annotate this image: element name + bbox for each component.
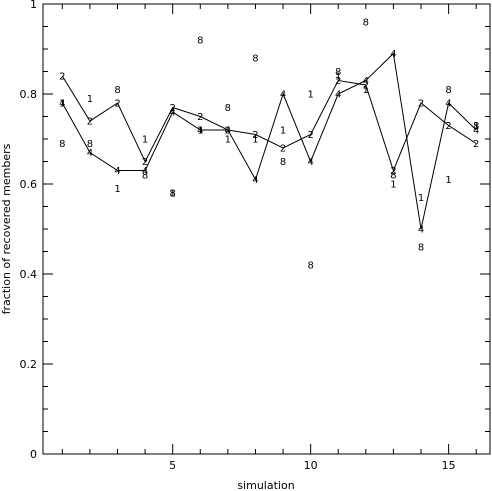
point-marker-2: 2 [87, 117, 93, 128]
point-marker-8: 8 [142, 171, 148, 182]
point-marker-1: 1 [473, 121, 479, 132]
point-marker-1: 1 [418, 193, 424, 204]
point-marker-1: 1 [252, 135, 258, 146]
point-marker-1: 1 [363, 85, 369, 96]
point-marker-2: 2 [169, 103, 175, 114]
y-tick-label: 0.2 [20, 358, 38, 371]
point-marker-1: 1 [197, 126, 203, 137]
x-axis-label: simulation [237, 479, 294, 491]
point-marker-4: 4 [445, 99, 451, 110]
series-line-4 [61, 52, 477, 230]
point-marker-8: 8 [252, 54, 258, 65]
point-marker-4: 4 [142, 166, 148, 177]
y-tick-label: 0.6 [20, 178, 38, 191]
point-marker-8: 8 [307, 261, 313, 272]
point-marker-8: 8 [418, 243, 424, 254]
point-marker-8: 8 [473, 121, 479, 132]
y-axis-label: fraction of recovered members [0, 143, 13, 314]
point-marker-4: 4 [252, 175, 258, 186]
point-marker-8: 8 [335, 67, 341, 78]
point-marker-8: 8 [87, 139, 93, 150]
point-marker-2: 2 [473, 139, 479, 150]
tick-labels: 5 10 15 0 0.2 0.4 0.6 0.8 1 [20, 0, 456, 472]
series-line-2 [61, 75, 477, 172]
x-tick-label: 5 [169, 459, 176, 472]
x-tick-label: 15 [442, 459, 456, 472]
point-marker-4: 4 [59, 99, 65, 110]
point-marker-8: 8 [114, 85, 120, 96]
axis-ticks [43, 3, 490, 455]
point-marker-1: 1 [390, 180, 396, 191]
y-tick-label: 1 [30, 0, 37, 11]
point-marker-4: 4 [169, 108, 175, 119]
point-marker-8: 8 [280, 157, 286, 168]
point-marker-2: 2 [418, 99, 424, 110]
point-marker-1: 1 [169, 189, 175, 200]
point-marker-1: 1 [114, 184, 120, 195]
point-marker-1: 1 [280, 126, 286, 137]
point-marker-1: 1 [307, 90, 313, 101]
point-marker-4: 4 [225, 126, 231, 137]
point-marker-4: 4 [280, 90, 286, 101]
point-marker-4: 4 [363, 76, 369, 87]
point-marker-4: 4 [114, 166, 120, 177]
point-marker-2: 2 [252, 130, 258, 141]
point-marker-8: 8 [445, 85, 451, 96]
point-marker-8: 8 [59, 139, 65, 150]
point-marker-8: 8 [225, 103, 231, 114]
point-marker-4: 4 [473, 126, 479, 137]
point-marker-2: 2 [335, 76, 341, 87]
point-marker-1: 1 [445, 175, 451, 186]
y-tick-label: 0 [30, 448, 37, 461]
point-marker-2: 2 [307, 130, 313, 141]
point-marker-1: 1 [142, 135, 148, 146]
y-tick-label: 0.8 [20, 88, 38, 101]
point-marker-4: 4 [307, 157, 313, 168]
point-marker-2: 2 [225, 126, 231, 137]
point-marker-4: 4 [335, 90, 341, 101]
point-marker-4: 4 [418, 225, 424, 236]
point-marker-1: 1 [225, 135, 231, 146]
point-marker-2: 2 [197, 112, 203, 123]
point-marker-2: 2 [114, 99, 120, 110]
point-marker-1: 1 [87, 94, 93, 105]
point-marker-8: 8 [390, 171, 396, 182]
point-marker-4: 4 [390, 49, 396, 60]
point-marker-4: 4 [197, 126, 203, 137]
series-lines [61, 52, 477, 230]
point-marker-2: 2 [59, 72, 65, 83]
point-marker-2: 2 [363, 81, 369, 92]
point-marker-2: 2 [445, 121, 451, 132]
y-tick-label: 0.4 [20, 268, 38, 281]
point-marker-8: 8 [197, 36, 203, 47]
point-marker-4: 4 [87, 148, 93, 159]
x-tick-label: 10 [304, 459, 318, 472]
point-marker-2: 2 [142, 157, 148, 168]
point-marker-2: 2 [390, 166, 396, 177]
point-marker-8: 8 [363, 18, 369, 29]
point-marker-1: 1 [59, 99, 65, 110]
point-marker-8: 8 [169, 189, 175, 200]
point-marker-1: 1 [335, 72, 341, 83]
point-marker-2: 2 [280, 144, 286, 155]
